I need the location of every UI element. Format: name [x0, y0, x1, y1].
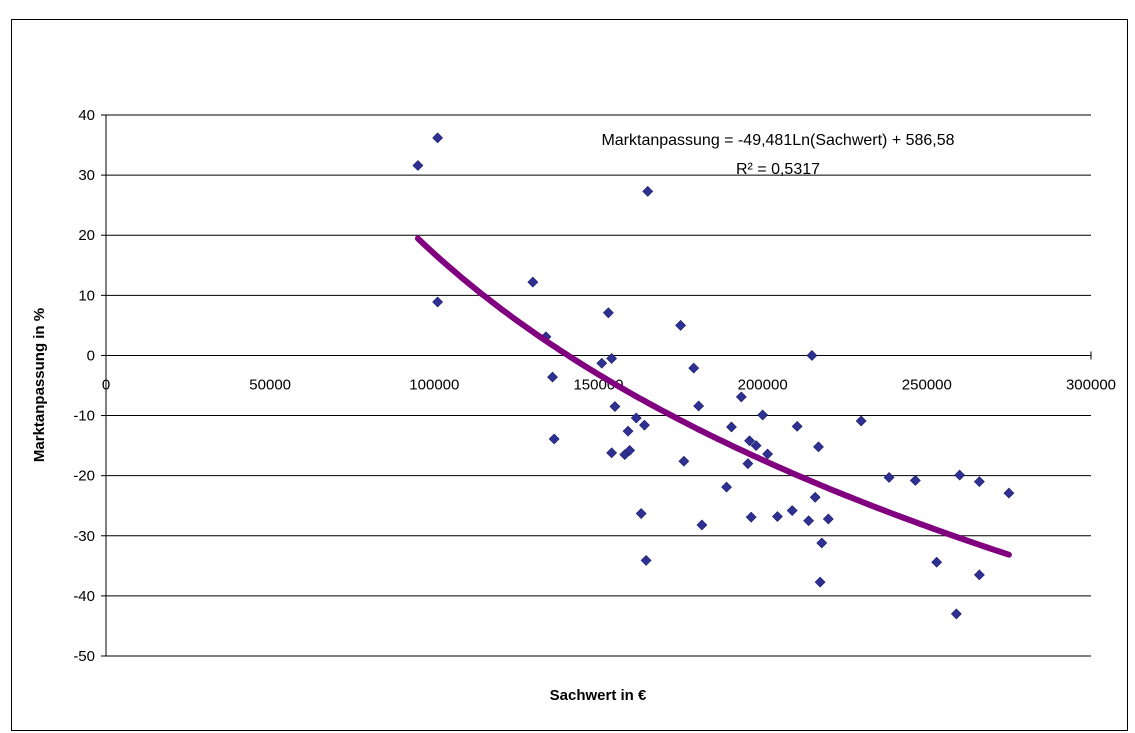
data-point: [721, 481, 732, 493]
x-tick-label: 200000: [738, 376, 788, 393]
x-tick-label: 0: [102, 376, 110, 393]
x-tick-label: 100000: [409, 376, 459, 393]
y-tick-label: -40: [73, 588, 95, 605]
data-point: [642, 185, 654, 197]
data-point: [602, 307, 614, 319]
y-tick-label: -10: [73, 408, 95, 425]
data-point: [693, 400, 705, 412]
data-point: [735, 391, 747, 403]
y-axis-title: Marktanpassung in %: [31, 308, 48, 462]
data-point: [412, 160, 424, 171]
data-point: [813, 441, 824, 453]
chart-area: [11, 19, 1128, 731]
data-point: [640, 554, 652, 566]
data-point: [639, 419, 650, 431]
data-point: [742, 458, 754, 470]
data-point: [973, 569, 985, 581]
data-point: [855, 415, 867, 427]
data-point: [630, 412, 642, 424]
data-point: [635, 508, 647, 519]
y-tick-label: 40: [78, 107, 95, 124]
data-point: [606, 447, 618, 459]
data-point: [883, 472, 895, 483]
data-point: [950, 608, 962, 620]
data-point: [596, 357, 608, 369]
data-point: [726, 421, 737, 433]
data-point: [432, 296, 444, 308]
y-tick-labels: 40 30 20 10 0 -10 -20 -30 -40 -50: [73, 107, 95, 665]
data-points: [412, 132, 1015, 620]
data-point: [822, 513, 834, 525]
data-point: [772, 511, 783, 522]
x-axis-title: Sachwert in €: [550, 687, 647, 704]
log-trendline: [414, 235, 1012, 558]
data-point: [745, 511, 757, 523]
data-point: [806, 350, 818, 361]
axes: [101, 114, 1092, 657]
data-point: [675, 319, 687, 331]
x-tick-label: 300000: [1066, 376, 1116, 393]
data-point: [1003, 487, 1015, 499]
data-point: [954, 469, 966, 481]
y-tick-label: 10: [78, 287, 95, 304]
y-tick-label: 0: [87, 347, 95, 364]
data-point: [757, 409, 769, 421]
data-point: [696, 519, 708, 531]
x-tick-label: 250000: [902, 376, 952, 393]
data-point: [909, 475, 921, 486]
gridlines: [106, 114, 1091, 657]
data-point: [606, 353, 618, 364]
y-tick-label: -50: [73, 648, 95, 665]
data-point: [609, 401, 621, 412]
data-point: [744, 435, 755, 447]
data-point: [973, 476, 985, 488]
data-point: [688, 362, 700, 374]
data-point: [816, 537, 828, 549]
data-point: [803, 515, 815, 527]
x-tick-label: 50000: [249, 376, 291, 393]
r-squared-label: R² = 0,5317: [736, 161, 820, 178]
data-point: [678, 455, 690, 467]
trendline: [414, 235, 1012, 558]
data-point: [814, 576, 826, 588]
data-point: [931, 556, 943, 568]
x-tick-labels: 0 50000 100000 150000 200000 250000 300000: [102, 376, 1116, 393]
data-point: [786, 505, 798, 516]
data-point: [791, 420, 803, 432]
data-point: [548, 433, 560, 445]
y-tick-label: -20: [73, 468, 95, 485]
data-point: [750, 440, 762, 452]
data-point: [547, 371, 558, 383]
data-point: [622, 425, 634, 437]
data-point: [432, 132, 444, 144]
y-tick-label: 20: [78, 227, 95, 244]
y-tick-label: -30: [73, 528, 95, 545]
data-point: [527, 276, 539, 288]
data-point: [624, 444, 636, 456]
data-point: [809, 491, 821, 503]
y-tick-label: 30: [78, 167, 95, 184]
trendline-equation: Marktanpassung = -49,481Ln(Sachwert) + 5…: [601, 132, 954, 149]
